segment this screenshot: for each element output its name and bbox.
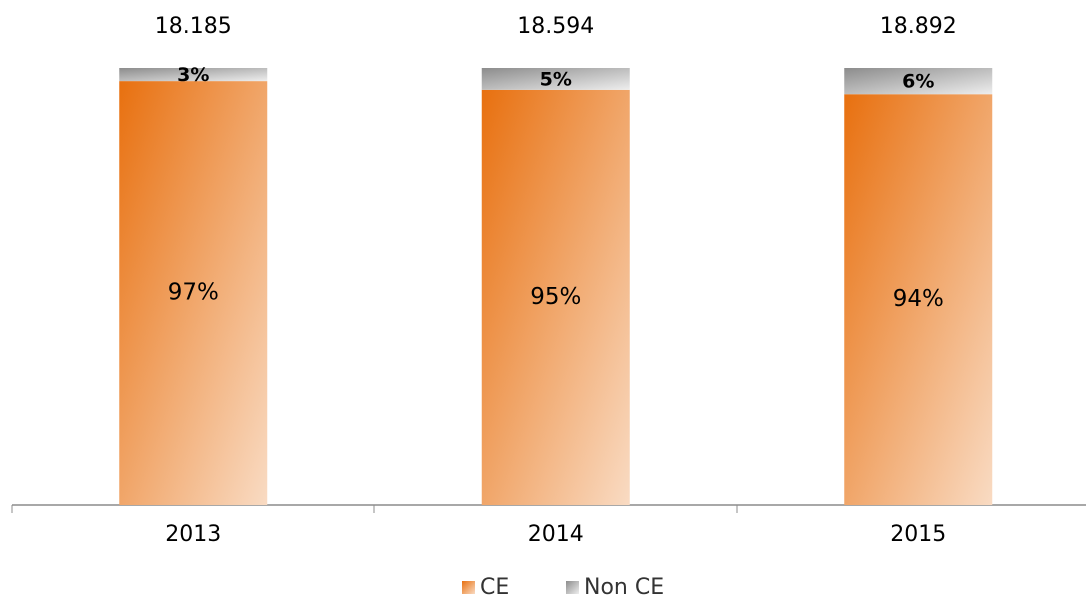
value-label: 5% <box>540 68 572 90</box>
legend-label: Non CE <box>584 575 664 600</box>
value-label: 6% <box>902 71 934 93</box>
bar-segment <box>119 68 268 82</box>
total-label: 18.594 <box>517 14 594 39</box>
x-tick-label: 2015 <box>890 522 946 547</box>
bar-segment <box>481 89 630 505</box>
value-label: 95% <box>530 284 581 310</box>
value-label: 94% <box>893 286 944 312</box>
value-label: 97% <box>168 280 219 306</box>
value-label: 3% <box>177 64 209 86</box>
bar-segment <box>844 94 993 505</box>
legend-swatch <box>462 581 475 594</box>
total-label: 18.892 <box>880 14 957 39</box>
x-tick-label: 2013 <box>165 522 221 547</box>
bar-segment <box>481 68 630 90</box>
legend-label: CE <box>480 575 509 600</box>
legend-swatch <box>566 581 579 594</box>
bar-segment <box>119 81 268 506</box>
bar-segment <box>844 68 993 95</box>
x-tick-label: 2014 <box>528 522 584 547</box>
total-label: 18.185 <box>155 14 232 39</box>
